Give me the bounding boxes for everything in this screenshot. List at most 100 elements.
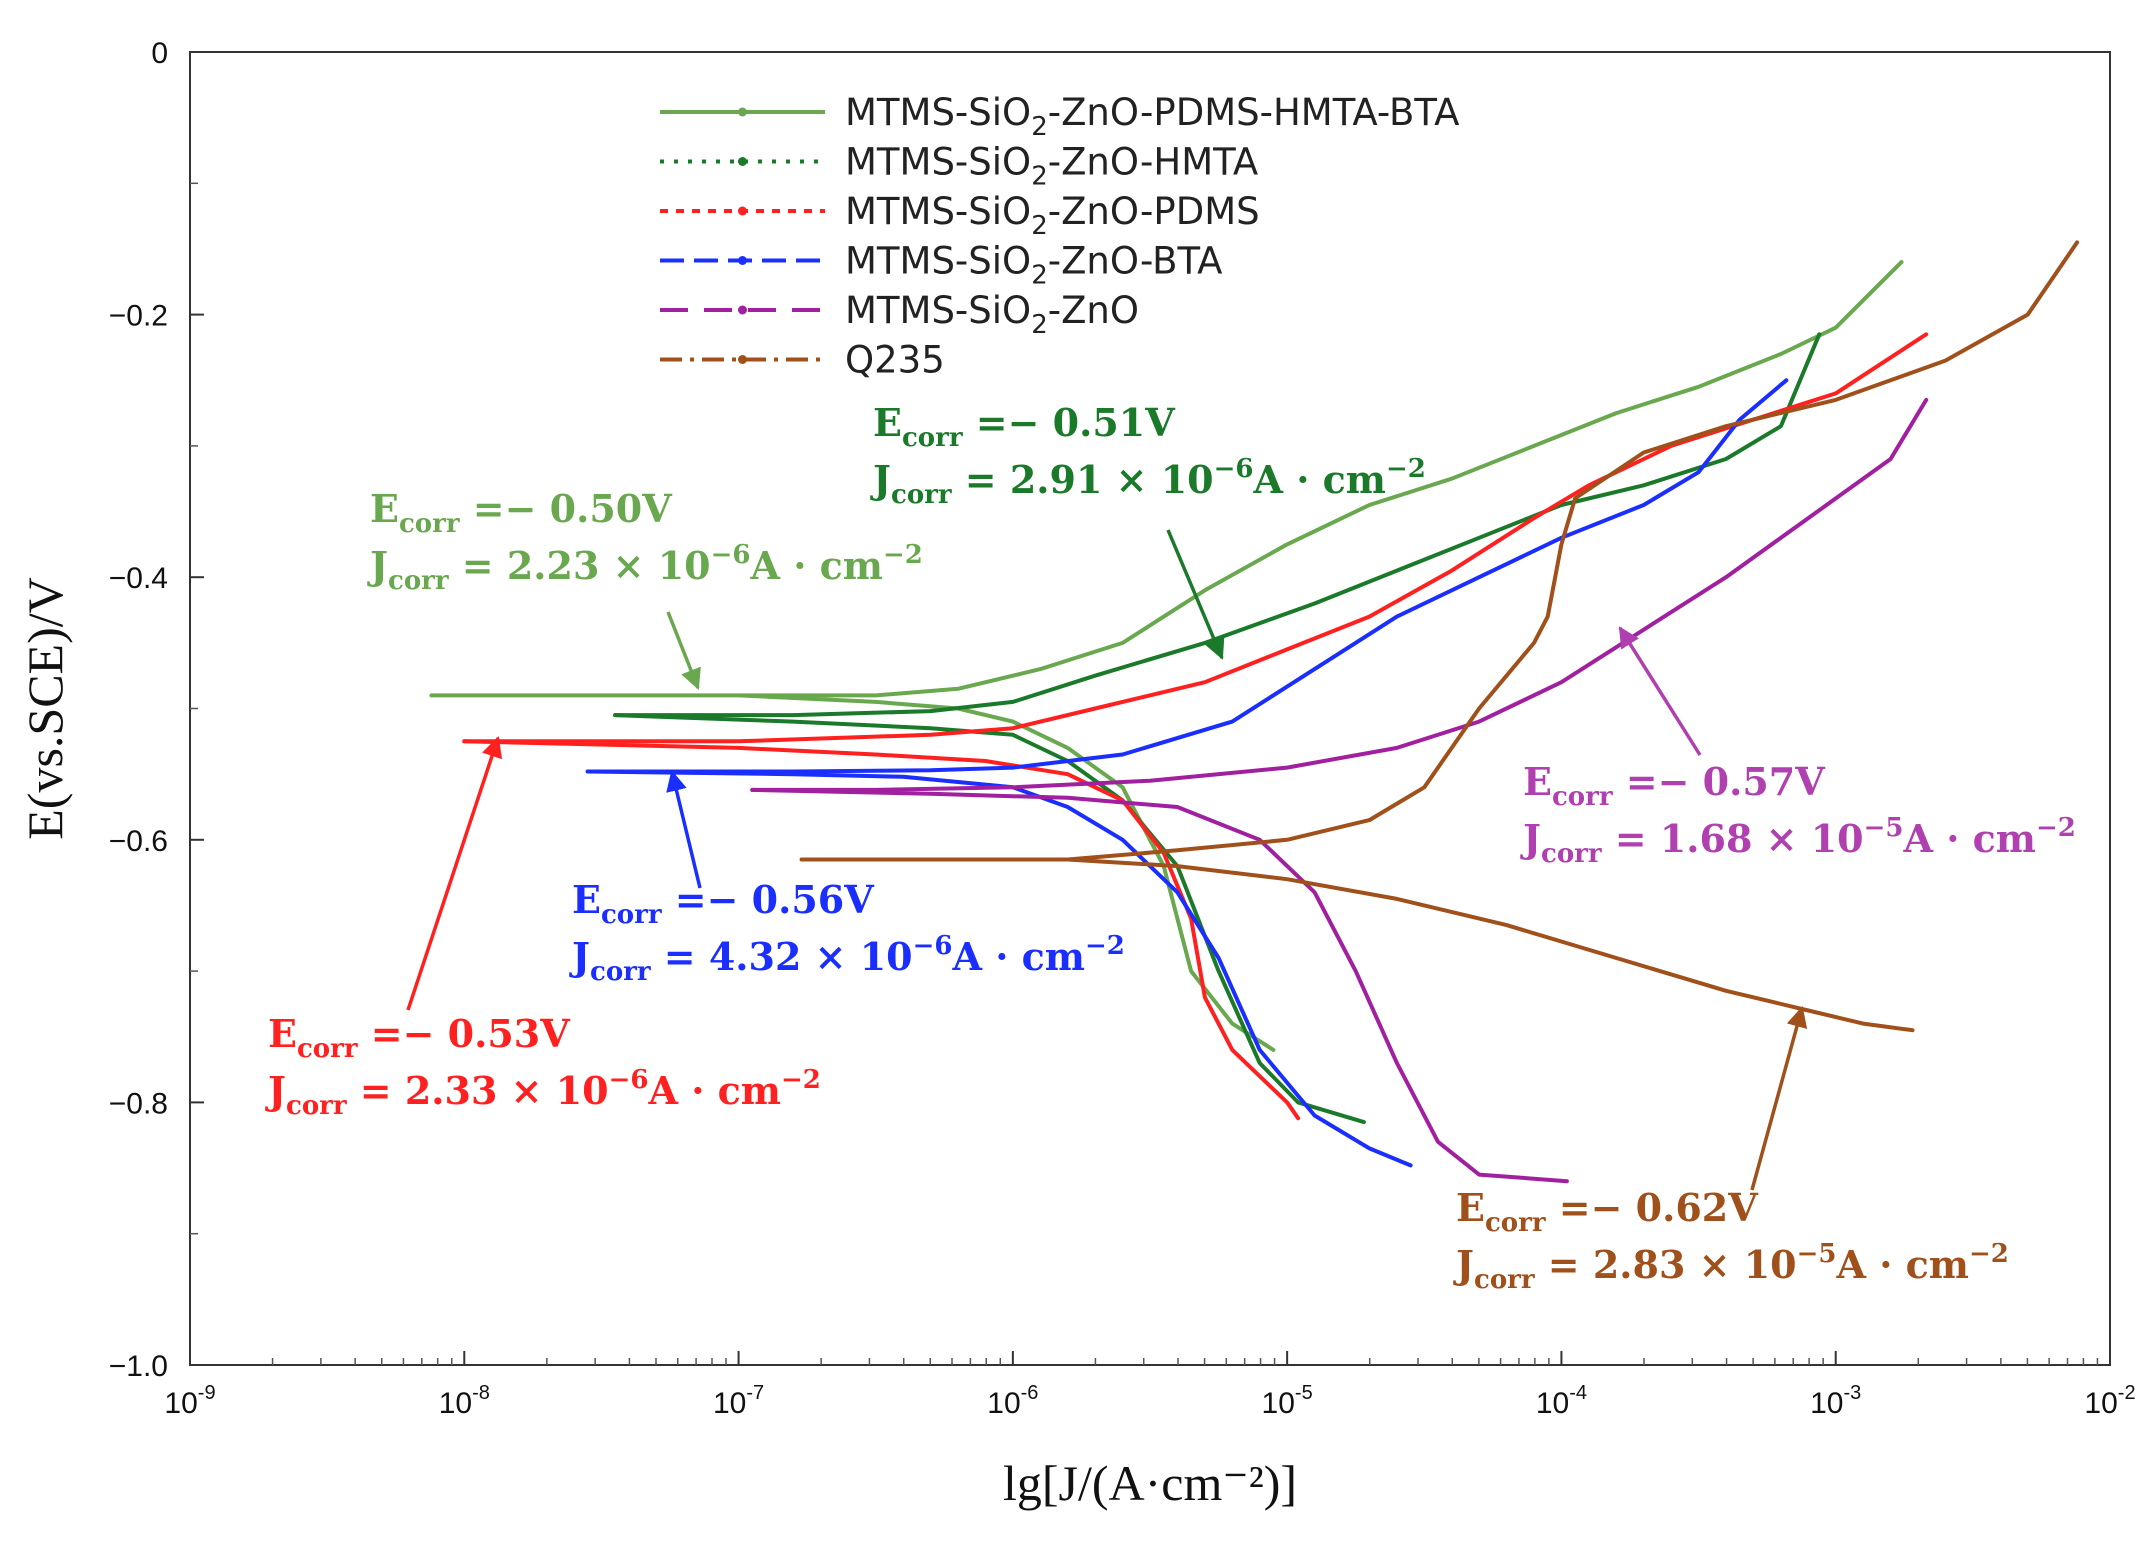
- legend-entry: MTMS-SiO2-ZnO-PDMS-HMTA-BTA: [660, 91, 1459, 142]
- legend-swatch-marker: [738, 305, 747, 315]
- jcorr-symbol: J: [870, 457, 891, 502]
- x-tick-base: 10: [439, 1387, 472, 1420]
- series-line-anodic: [799, 240, 2080, 862]
- series-2: [462, 332, 1929, 1121]
- legend-swatch-marker: [738, 256, 747, 265]
- x-tick-base: 10: [1810, 1387, 1843, 1420]
- annotation-jcorr: Jcorr = 2.91 × 10−6A · cm−2: [870, 454, 1426, 510]
- series-line-anodic: [613, 332, 1822, 718]
- ecorr-value: =− 0.62V: [1546, 1185, 1760, 1230]
- jcorr-symbol: J: [1453, 1242, 1474, 1287]
- annotation-arrow: [666, 611, 701, 690]
- annotation-arrow: [1618, 626, 1702, 756]
- legend-label-subscript: 2: [1031, 162, 1048, 192]
- x-tick-label: 10-2: [2084, 1382, 2135, 1420]
- ecorr-subscript: corr: [1552, 782, 1613, 812]
- jcorr-symbol: J: [367, 543, 388, 588]
- ecorr-symbol: E: [268, 1011, 297, 1056]
- legend-label-subscript: 2: [1031, 310, 1048, 340]
- ecorr-symbol: E: [370, 486, 399, 531]
- x-tick-exponent: -9: [198, 1382, 216, 1404]
- legend-label-text: Q235: [845, 339, 945, 382]
- annotation-arrow: [666, 769, 702, 889]
- ecorr-symbol: E: [873, 400, 902, 445]
- jcorr-exponent: −6: [711, 540, 751, 570]
- annotation-ecorr: Ecorr =− 0.53V: [268, 1011, 571, 1064]
- legend-entry: MTMS-SiO2-ZnO: [660, 289, 1139, 340]
- y-tick-label: −1.0: [109, 1350, 168, 1383]
- y-tick-label: −0.2: [109, 300, 168, 333]
- series-line-cathodic: [462, 739, 1301, 1121]
- y-tick-label: −0.8: [109, 1087, 168, 1120]
- x-tick-base: 10: [1262, 1387, 1295, 1420]
- annotation-arrow: [1166, 529, 1225, 660]
- legend-label: MTMS-SiO2-ZnO: [845, 289, 1139, 340]
- jcorr-unit: A · cm: [647, 1068, 781, 1113]
- annotation-jcorr: Jcorr = 2.33 × 10−6A · cm−2: [265, 1065, 821, 1121]
- ecorr-subscript: corr: [1485, 1208, 1546, 1238]
- legend-label-text: -ZnO-PDMS: [1048, 190, 1260, 233]
- ecorr-subscript: corr: [297, 1034, 358, 1064]
- legend-label: MTMS-SiO2-ZnO-PDMS-HMTA-BTA: [845, 91, 1459, 142]
- x-axis-title: lg[J/(A·cm⁻²)]: [1003, 1455, 1297, 1511]
- legend-swatch-marker: [738, 157, 747, 166]
- series-line-anodic: [462, 332, 1929, 744]
- jcorr-subscript: corr: [388, 566, 449, 596]
- x-tick-label: 10-4: [1536, 1382, 1587, 1420]
- annotation-jcorr: Jcorr = 2.23 × 10−6A · cm−2: [367, 540, 923, 596]
- series-0: [429, 260, 1904, 1052]
- ecorr-subscript: corr: [902, 423, 963, 453]
- legend-label: MTMS-SiO2-ZnO-PDMS: [845, 190, 1260, 241]
- jcorr-exponent: −5: [1864, 813, 1904, 843]
- annotation-ecorr: Ecorr =− 0.62V: [1456, 1185, 1759, 1238]
- y-tick-label: −0.4: [109, 562, 168, 595]
- jcorr-value: = 2.91 × 10: [952, 457, 1214, 502]
- x-tick-base: 10: [2084, 1387, 2117, 1420]
- jcorr-value: = 2.33 × 10: [347, 1068, 609, 1113]
- legend-label-text: -ZnO-BTA: [1048, 240, 1223, 283]
- jcorr-unit-exponent: −2: [2036, 813, 2076, 843]
- legend-label-subscript: 2: [1031, 211, 1048, 241]
- x-tick-exponent: -5: [1295, 1382, 1313, 1404]
- series-layer: [429, 240, 2080, 1184]
- legend-label: MTMS-SiO2-ZnO-HMTA: [845, 141, 1258, 192]
- jcorr-subscript: corr: [590, 957, 651, 987]
- ecorr-symbol: E: [1523, 759, 1552, 804]
- legend-entry: MTMS-SiO2-ZnO-PDMS: [660, 190, 1260, 241]
- annotation-jcorr: Jcorr = 1.68 × 10−5A · cm−2: [1520, 813, 2076, 869]
- jcorr-exponent: −6: [609, 1065, 649, 1095]
- x-tick-label: 10-7: [713, 1382, 764, 1420]
- legend-label-subscript: 2: [1031, 112, 1048, 142]
- legend-label-text: -ZnO-HMTA: [1048, 141, 1258, 184]
- jcorr-subscript: corr: [891, 480, 952, 510]
- x-tick-base: 10: [987, 1387, 1020, 1420]
- x-tick-exponent: -8: [472, 1382, 490, 1404]
- x-tick-label: 10-6: [987, 1382, 1038, 1420]
- series-line-cathodic: [736, 693, 1276, 1052]
- ecorr-subscript: corr: [399, 509, 460, 539]
- legend-swatch-marker: [738, 206, 747, 216]
- jcorr-unit-exponent: −2: [1386, 454, 1426, 484]
- x-tick-label: 10-8: [439, 1382, 490, 1420]
- jcorr-value: = 1.68 × 10: [1602, 816, 1864, 861]
- series-line-anodic: [429, 260, 1904, 698]
- legend-entry: MTMS-SiO2-ZnO-HMTA: [660, 141, 1258, 192]
- x-tick-exponent: -7: [746, 1382, 764, 1404]
- jcorr-subscript: corr: [1541, 839, 1602, 869]
- jcorr-unit-exponent: −2: [883, 540, 923, 570]
- legend-swatch-marker: [738, 107, 747, 117]
- plot-area: [189, 51, 2111, 1366]
- jcorr-exponent: −6: [913, 931, 953, 961]
- annotation-arrow: [406, 736, 503, 1011]
- jcorr-symbol: J: [1520, 816, 1541, 861]
- jcorr-symbol: J: [265, 1068, 286, 1113]
- annotation-ecorr: Ecorr =− 0.51V: [873, 400, 1176, 453]
- jcorr-value: = 2.83 × 10: [1535, 1242, 1797, 1287]
- jcorr-unit: A · cm: [749, 543, 883, 588]
- legend-label-text: MTMS-SiO: [845, 141, 1031, 184]
- jcorr-unit: A · cm: [1835, 1242, 1969, 1287]
